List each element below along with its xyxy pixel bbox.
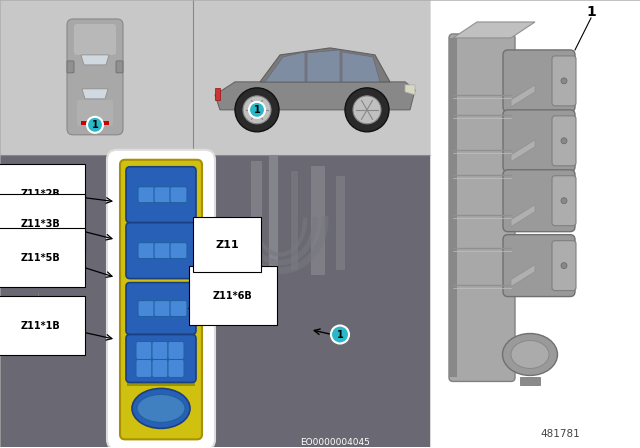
FancyBboxPatch shape (152, 341, 168, 359)
Ellipse shape (137, 394, 185, 422)
FancyBboxPatch shape (126, 223, 196, 279)
Polygon shape (307, 50, 340, 82)
Text: Z11*3B: Z11*3B (21, 219, 61, 228)
Polygon shape (81, 55, 109, 65)
Bar (127, 283, 195, 287)
Circle shape (561, 78, 567, 84)
FancyBboxPatch shape (170, 301, 187, 317)
Polygon shape (511, 265, 535, 287)
Text: 1: 1 (586, 5, 596, 19)
FancyBboxPatch shape (154, 301, 171, 317)
Text: EO0000004045: EO0000004045 (300, 438, 370, 447)
FancyBboxPatch shape (107, 150, 215, 448)
Polygon shape (260, 48, 390, 82)
FancyBboxPatch shape (126, 335, 196, 383)
Polygon shape (511, 205, 535, 227)
FancyBboxPatch shape (126, 167, 196, 223)
FancyBboxPatch shape (74, 24, 116, 55)
FancyBboxPatch shape (168, 341, 184, 359)
Text: 1: 1 (337, 330, 344, 340)
FancyBboxPatch shape (67, 19, 123, 135)
FancyBboxPatch shape (67, 61, 74, 73)
FancyBboxPatch shape (136, 341, 152, 359)
FancyBboxPatch shape (120, 160, 202, 439)
Circle shape (235, 88, 279, 132)
Bar (335, 175, 345, 270)
Bar (430, 0, 640, 448)
Bar (520, 378, 540, 385)
FancyBboxPatch shape (154, 187, 171, 202)
FancyBboxPatch shape (138, 243, 155, 258)
FancyBboxPatch shape (77, 100, 113, 126)
Text: Z11*5B: Z11*5B (21, 253, 61, 263)
Bar (127, 335, 195, 339)
Circle shape (331, 326, 349, 344)
FancyBboxPatch shape (168, 359, 184, 378)
Circle shape (87, 117, 103, 133)
FancyBboxPatch shape (503, 170, 575, 232)
FancyBboxPatch shape (503, 110, 575, 172)
Bar (81, 121, 109, 125)
FancyBboxPatch shape (552, 56, 576, 106)
Polygon shape (453, 22, 535, 38)
Bar (290, 170, 298, 270)
Text: Z11*6B: Z11*6B (213, 291, 253, 301)
Bar (0, 155, 430, 448)
Bar (250, 160, 262, 280)
Ellipse shape (502, 333, 557, 375)
FancyBboxPatch shape (449, 34, 515, 381)
FancyBboxPatch shape (552, 116, 576, 166)
Ellipse shape (132, 388, 190, 428)
Text: Z11*1B: Z11*1B (21, 320, 61, 331)
Polygon shape (82, 89, 108, 99)
FancyBboxPatch shape (170, 243, 187, 258)
Circle shape (345, 88, 389, 132)
Bar (268, 155, 278, 284)
FancyBboxPatch shape (116, 61, 123, 73)
FancyBboxPatch shape (152, 359, 168, 378)
Bar (0, 0, 193, 155)
FancyBboxPatch shape (552, 176, 576, 226)
Text: 1: 1 (253, 105, 260, 115)
Circle shape (561, 198, 567, 204)
FancyBboxPatch shape (138, 187, 155, 202)
Bar (449, 38, 457, 378)
Polygon shape (265, 52, 305, 82)
Polygon shape (511, 85, 535, 107)
Polygon shape (405, 85, 415, 95)
FancyBboxPatch shape (154, 243, 171, 258)
FancyBboxPatch shape (552, 241, 576, 291)
Bar (193, 0, 430, 155)
Text: 481781: 481781 (540, 429, 580, 439)
FancyBboxPatch shape (126, 283, 196, 335)
Circle shape (353, 96, 381, 124)
FancyBboxPatch shape (503, 235, 575, 297)
Circle shape (561, 138, 567, 144)
Circle shape (561, 263, 567, 269)
Text: Z11*2B: Z11*2B (21, 189, 61, 199)
Bar (310, 165, 325, 275)
Text: 1: 1 (92, 120, 99, 130)
Bar (215, 88, 220, 100)
Polygon shape (215, 82, 415, 110)
FancyBboxPatch shape (503, 50, 575, 112)
Polygon shape (511, 140, 535, 162)
FancyBboxPatch shape (138, 301, 155, 317)
Polygon shape (342, 52, 380, 82)
FancyBboxPatch shape (170, 187, 187, 202)
Circle shape (249, 102, 265, 118)
Text: TT Power Turbo: TT Power Turbo (38, 212, 51, 307)
Ellipse shape (511, 340, 549, 368)
Bar (127, 383, 195, 387)
Circle shape (243, 96, 271, 124)
Text: Z11: Z11 (215, 240, 239, 250)
Bar (127, 223, 195, 227)
FancyBboxPatch shape (136, 359, 152, 378)
